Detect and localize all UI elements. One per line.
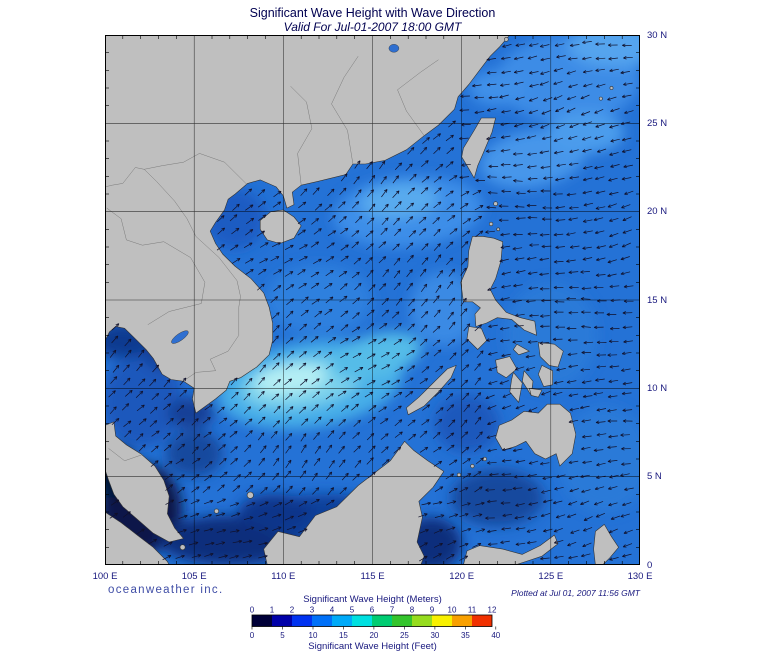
wave-direction-arrows <box>108 40 634 562</box>
svg-text:30: 30 <box>430 631 439 640</box>
oceanweather-logo-text: oceanweather inc. <box>108 584 224 596</box>
svg-text:5: 5 <box>350 606 355 615</box>
svg-text:35: 35 <box>461 631 470 640</box>
svg-text:4: 4 <box>330 606 335 615</box>
lat-tick-label: 5 N <box>647 471 662 483</box>
svg-text:9: 9 <box>430 606 435 615</box>
svg-text:7: 7 <box>390 606 395 615</box>
svg-text:11: 11 <box>468 606 477 615</box>
plot-title: Significant Wave Height with Wave Direct… <box>249 6 496 20</box>
svg-text:8: 8 <box>410 606 415 615</box>
lon-tick-label: 100 E <box>92 571 118 582</box>
svg-text:20: 20 <box>369 631 378 640</box>
svg-text:0: 0 <box>250 631 255 640</box>
land-masses <box>105 35 619 565</box>
svg-text:5: 5 <box>280 631 285 640</box>
svg-text:10: 10 <box>309 631 318 640</box>
legend-colorbar: 0 1 2 3 4 5 6 7 8 9 10 11 12 0 5 10 15 20 25 30 35 40 <box>212 604 532 648</box>
svg-text:2: 2 <box>290 606 295 615</box>
svg-text:40: 40 <box>491 631 500 640</box>
svg-text:1: 1 <box>270 606 275 615</box>
plotted-timestamp: Plotted at Jul 01, 2007 11:56 GMT <box>511 588 640 598</box>
lakes <box>171 44 400 344</box>
plot-valid-time: Valid For Jul-01-2007 18:00 GMT <box>283 20 462 34</box>
lat-tick-label: 10 N <box>647 382 668 394</box>
svg-text:10: 10 <box>448 606 457 615</box>
svg-text:0: 0 <box>250 606 255 615</box>
country-borders <box>105 56 439 462</box>
lon-tick-label: 105 E <box>181 571 207 582</box>
lat-tick-label: 20 N <box>647 206 668 218</box>
legend-feet-label: Significant Wave Height (Feet) <box>308 641 437 652</box>
map-frame <box>105 35 640 565</box>
lon-tick-label: 125 E <box>538 571 564 582</box>
lon-tick-label: 130 E <box>627 571 653 582</box>
map-canvas <box>105 35 640 565</box>
svg-text:12: 12 <box>488 606 497 615</box>
lat-tick-label: 15 N <box>647 294 668 306</box>
svg-text:15: 15 <box>339 631 348 640</box>
lat-tick-label: 25 N <box>647 117 668 129</box>
lat-tick-label: 30 N <box>647 29 668 41</box>
svg-text:6: 6 <box>370 606 375 615</box>
lon-tick-label: 120 E <box>449 571 475 582</box>
lon-tick-label: 110 E <box>271 571 296 582</box>
legend-meters-label: Significant Wave Height (Meters) <box>303 594 442 605</box>
graticule <box>105 35 640 565</box>
lon-tick-label: 115 E <box>360 571 385 582</box>
svg-text:3: 3 <box>310 606 315 615</box>
map-svg <box>105 35 640 565</box>
legend-svg: 0 1 2 3 4 5 6 7 8 9 10 11 120 5 10 15 20 25 30 35 40 <box>250 606 501 641</box>
svg-text:25: 25 <box>400 631 409 640</box>
lat-tick-label: 0 <box>647 559 653 571</box>
